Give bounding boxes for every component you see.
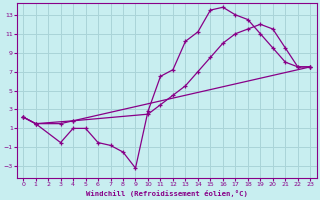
X-axis label: Windchill (Refroidissement éolien,°C): Windchill (Refroidissement éolien,°C): [86, 190, 248, 197]
